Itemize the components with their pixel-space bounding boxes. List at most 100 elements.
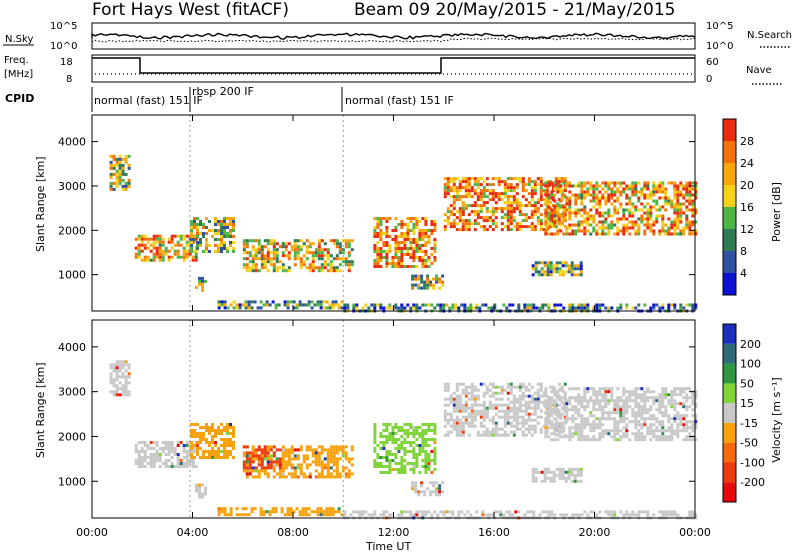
echo-cell [127,366,131,370]
echo-cell [491,382,495,386]
echo-cell [694,423,698,427]
echo-cell [676,513,680,517]
echo-cell [521,409,525,413]
echo-cell [565,184,569,188]
echo-cell [115,178,119,182]
echo-cell [607,390,611,394]
echo-cell [592,423,596,427]
echo-cell [458,400,462,404]
echo-cell [550,513,554,517]
echo-cell [290,248,294,252]
echo-cell [196,453,199,456]
echo-cell [319,510,323,514]
echo-cell [515,400,519,404]
echo-cell [158,246,162,250]
echo-cell [121,166,125,170]
echo-cell [226,441,229,444]
echo-cell [518,228,522,232]
echo-cell [664,387,668,391]
echo-region [411,274,445,290]
echo-cell [250,510,254,514]
echo-cell [314,248,318,252]
echo-cell [601,429,605,433]
echo-cell [198,282,201,286]
echo-cell [559,205,563,209]
echo-cell [457,513,461,517]
echo-cell [518,388,522,392]
echo-cell [583,211,587,215]
echo-cell [314,454,318,458]
echo-cell [406,441,410,444]
echo-cell [473,394,477,398]
echo-cell [449,397,453,401]
echo-cell [565,408,569,412]
echo-cell [628,232,632,236]
echo-cell [682,417,686,421]
echo-cell [266,257,270,261]
echo-cell [109,187,113,191]
colorbar-tick-label: 28 [740,135,754,148]
echo-cell [412,513,416,517]
echo-cell [317,454,321,458]
echo-cell [574,396,578,400]
echo-cell [691,187,695,191]
echo-cell [540,267,544,271]
echo-cell [211,450,214,453]
echo-cell [661,423,665,427]
echo-cell [625,432,629,436]
echo-cell [530,406,534,410]
echo-cell [658,429,662,433]
echo-cell [350,239,354,243]
echo-cell [561,270,565,274]
echo-cell [388,432,392,435]
echo-cell [242,460,246,464]
echo-cell [643,223,647,227]
echo-cell [676,432,680,436]
echo-cell [223,247,226,250]
echo-cell [400,435,404,438]
echo-cell [461,388,465,392]
echo-cell [649,190,653,194]
echo-cell [506,195,510,199]
echo-cell [631,205,635,209]
echo-cell [248,466,252,470]
echo-cell [417,283,421,287]
echo-cell [589,423,593,427]
echo-cell [406,435,410,438]
echo-cell [573,273,577,277]
echo-cell [673,393,677,397]
echo-cell [533,192,537,196]
echo-cell [296,248,300,252]
echo-cell [438,493,442,497]
echo-cell [412,462,416,465]
echo-cell [485,427,489,431]
echo-cell [251,454,255,458]
echo-cell [559,429,563,433]
echo-cell [574,423,578,427]
echo-cell [506,409,510,413]
echo-cell [430,438,434,441]
echo-cell [202,456,205,459]
echo-cell [400,265,404,268]
echo-cell [601,396,605,400]
echo-cell [518,385,522,389]
echo-cell [443,409,447,413]
echo-cell [257,457,261,461]
echo-cell [509,406,513,410]
echo-cell [137,462,141,465]
echo-cell [287,457,291,461]
echo-cell [556,232,560,236]
echo-cell [580,229,584,233]
echo-cell [547,193,551,197]
echo-cell [619,303,623,307]
echo-cell [604,306,608,310]
echo-cell [308,448,312,452]
echo-cell [679,229,683,233]
echo-cell [317,248,321,252]
echo-cell [543,470,547,474]
echo-cell [308,251,312,255]
echo-cell [652,181,656,185]
echo-cell [275,269,279,273]
echo-cell [418,256,422,259]
echo-cell [443,219,447,223]
